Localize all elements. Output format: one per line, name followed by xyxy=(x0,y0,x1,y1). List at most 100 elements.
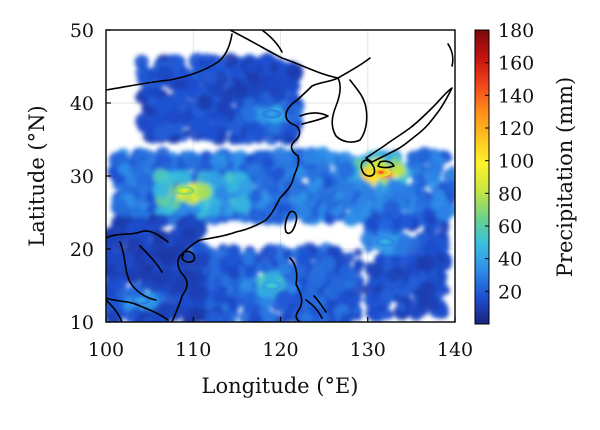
precipitation-cell xyxy=(341,184,357,200)
precipitation-cell xyxy=(442,220,450,228)
precipitation-cell xyxy=(181,109,194,122)
precipitation-cell xyxy=(246,163,260,177)
precipitation-cell xyxy=(368,221,376,229)
precipitation-cell xyxy=(170,200,181,210)
precipitation-cell xyxy=(346,251,355,260)
precipitation-cell xyxy=(340,313,353,322)
precipitation-cell xyxy=(393,164,407,178)
precipitation-cell xyxy=(159,248,178,267)
precipitation-cell xyxy=(435,271,446,282)
precipitation-cell xyxy=(138,259,147,268)
precipitation-cell xyxy=(243,97,256,110)
luzon-coastline xyxy=(289,257,303,322)
precipitation-cell xyxy=(131,164,144,177)
colorbar-tick-label: 180 xyxy=(498,20,534,42)
precipitation-cell xyxy=(267,265,274,272)
precipitation-cell xyxy=(264,79,275,90)
precipitation-cell xyxy=(274,77,289,93)
precipitation-cell xyxy=(154,97,173,116)
precipitation-cell xyxy=(337,160,356,179)
precipitation-cell xyxy=(344,269,358,284)
precipitation-cell xyxy=(132,220,150,239)
precipitation-cell xyxy=(436,210,445,219)
precipitation-cell xyxy=(298,277,309,288)
precipitation-cell xyxy=(258,262,271,274)
precipitation-cell xyxy=(301,148,318,165)
precipitation-cell xyxy=(413,178,420,186)
precipitation-cell xyxy=(445,180,455,196)
colorbar-tick-label: 40 xyxy=(498,249,522,271)
precipitation-core xyxy=(261,109,282,119)
precipitation-cell xyxy=(107,280,117,291)
precipitation-cell xyxy=(374,284,384,293)
precipitation-cell xyxy=(213,56,226,69)
precipitation-cell xyxy=(237,181,253,197)
precipitation-cell xyxy=(225,79,235,88)
y-tick-label: 20 xyxy=(70,239,94,261)
precipitation-cell xyxy=(392,294,402,303)
colorbar-tick-label: 160 xyxy=(498,53,534,75)
precipitation-cell xyxy=(138,154,147,163)
precipitation-cell xyxy=(262,157,275,171)
precipitation-cell xyxy=(135,112,154,131)
precipitation-cell xyxy=(427,290,437,299)
precipitation-cell xyxy=(224,251,241,268)
japan-hokkaido-coastline xyxy=(447,43,454,67)
precipitation-cell xyxy=(262,243,278,259)
precipitation-core xyxy=(375,237,396,247)
precipitation-cell xyxy=(263,202,278,217)
precipitation-cell xyxy=(159,89,168,98)
precipitation-cell xyxy=(271,166,286,181)
precipitation-cell xyxy=(418,254,435,271)
hainan-coastline xyxy=(181,250,196,263)
taiwan-coastline xyxy=(284,210,298,235)
precipitation-cell xyxy=(409,308,423,321)
precipitation-cell xyxy=(222,313,232,322)
precipitation-cell xyxy=(344,211,360,227)
japan-honshu-coastline xyxy=(365,87,453,163)
precipitation-peak xyxy=(268,283,275,288)
precipitation-cell xyxy=(433,189,446,201)
precipitation-cell xyxy=(165,156,174,164)
precipitation-cell xyxy=(142,90,151,99)
y-tick-label: 40 xyxy=(70,93,94,115)
precipitation-cell xyxy=(215,115,230,130)
precipitation-cell xyxy=(423,239,440,256)
indochina-borders xyxy=(106,230,169,321)
precipitation-cell xyxy=(288,80,301,93)
precipitation-cell xyxy=(156,65,173,82)
precipitation-cell xyxy=(382,194,391,202)
precipitation-cell xyxy=(367,294,379,306)
precipitation-cell xyxy=(106,310,120,322)
precipitation-cell xyxy=(228,133,240,145)
precipitation-cell xyxy=(225,180,239,194)
precipitation-cell xyxy=(314,162,326,174)
x-tick-label: 100 xyxy=(88,339,124,361)
precipitation-cell xyxy=(347,297,360,309)
precipitation-cell xyxy=(313,177,325,188)
precipitation-core xyxy=(174,186,195,196)
precipitation-cell xyxy=(282,179,292,189)
precipitation-cell xyxy=(182,306,192,316)
malay-coastline xyxy=(106,299,123,322)
precipitation-cell xyxy=(395,280,405,290)
precipitation-cell xyxy=(216,176,227,187)
precipitation-cell xyxy=(334,190,344,201)
korea-coastline xyxy=(331,77,368,143)
precipitation-cell xyxy=(319,190,335,206)
precipitation-cell xyxy=(400,263,415,278)
precipitation-cell xyxy=(280,279,287,287)
precipitation-cell xyxy=(215,286,228,298)
precipitation-cell xyxy=(406,255,417,266)
amur-border xyxy=(261,30,283,53)
precipitation-cell xyxy=(291,248,299,257)
precipitation-cell xyxy=(206,311,224,322)
shandong-coastline xyxy=(299,112,329,125)
precipitation-cell xyxy=(417,270,427,280)
colorbar-tick-label: 60 xyxy=(498,216,522,238)
precipitation-cell xyxy=(107,238,115,246)
precipitation-cell xyxy=(154,181,171,199)
y-axis: 10 20 30 40 50 xyxy=(70,20,111,334)
precipitation-cell xyxy=(365,306,380,321)
x-axis: 100 110 120 130 140 xyxy=(88,317,473,361)
